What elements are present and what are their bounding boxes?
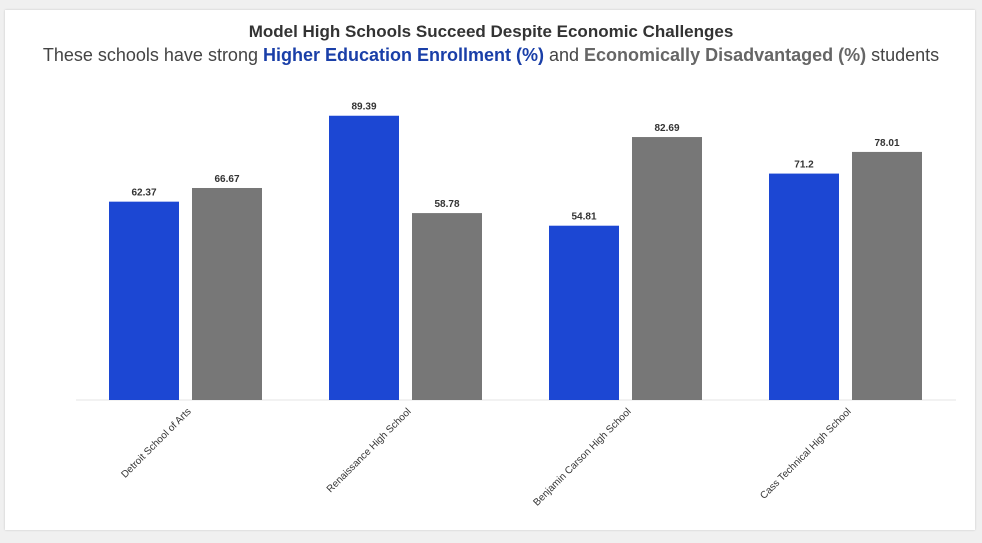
bar-disadvantaged-0 xyxy=(192,187,262,400)
subtitle-series-2: Economically Disadvantaged (%) xyxy=(584,45,867,65)
value-label-enrollment-0: 62.37 xyxy=(131,188,156,199)
bar-disadvantaged-3 xyxy=(852,151,922,400)
x-tick-label-3: Cass Technical High School xyxy=(758,406,853,501)
subtitle-suffix: students xyxy=(866,45,940,65)
value-label-disadvantaged-1: 58.78 xyxy=(434,199,459,210)
value-label-disadvantaged-0: 66.67 xyxy=(214,174,239,185)
bar-enrollment-1 xyxy=(329,115,399,400)
value-label-enrollment-1: 89.39 xyxy=(351,102,376,113)
x-tick-label-1: Renaissance High School xyxy=(325,406,414,495)
chart-title: Model High Schools Succeed Despite Econo… xyxy=(248,22,734,41)
value-label-group: 62.37 66.67 89.39 58.78 54.81 82.69 71.2 78.01 xyxy=(131,102,899,223)
tick-label-group: Detroit School of Arts Renaissance High S… xyxy=(119,406,853,508)
x-tick-label-0: Detroit School of Arts xyxy=(119,406,193,480)
chart-subtitle: These schools have strong Higher Educati… xyxy=(0,45,982,66)
subtitle-middle: and xyxy=(543,45,585,65)
bar-group xyxy=(109,115,922,400)
bar-enrollment-3 xyxy=(769,173,839,400)
bar-enrollment-0 xyxy=(109,201,179,400)
bar-disadvantaged-1 xyxy=(412,213,482,400)
value-label-disadvantaged-2: 82.69 xyxy=(654,123,679,134)
subtitle-prefix: These schools have strong xyxy=(42,45,263,65)
value-label-disadvantaged-3: 78.01 xyxy=(874,138,899,149)
subtitle-series-1: Higher Education Enrollment (%) xyxy=(262,45,544,65)
value-label-enrollment-2: 54.81 xyxy=(571,212,596,223)
bar-enrollment-2 xyxy=(549,225,619,400)
value-label-enrollment-3: 71.2 xyxy=(794,160,814,171)
bar-disadvantaged-2 xyxy=(632,137,702,400)
x-tick-label-2: Benjamin Carson High School xyxy=(532,406,634,508)
